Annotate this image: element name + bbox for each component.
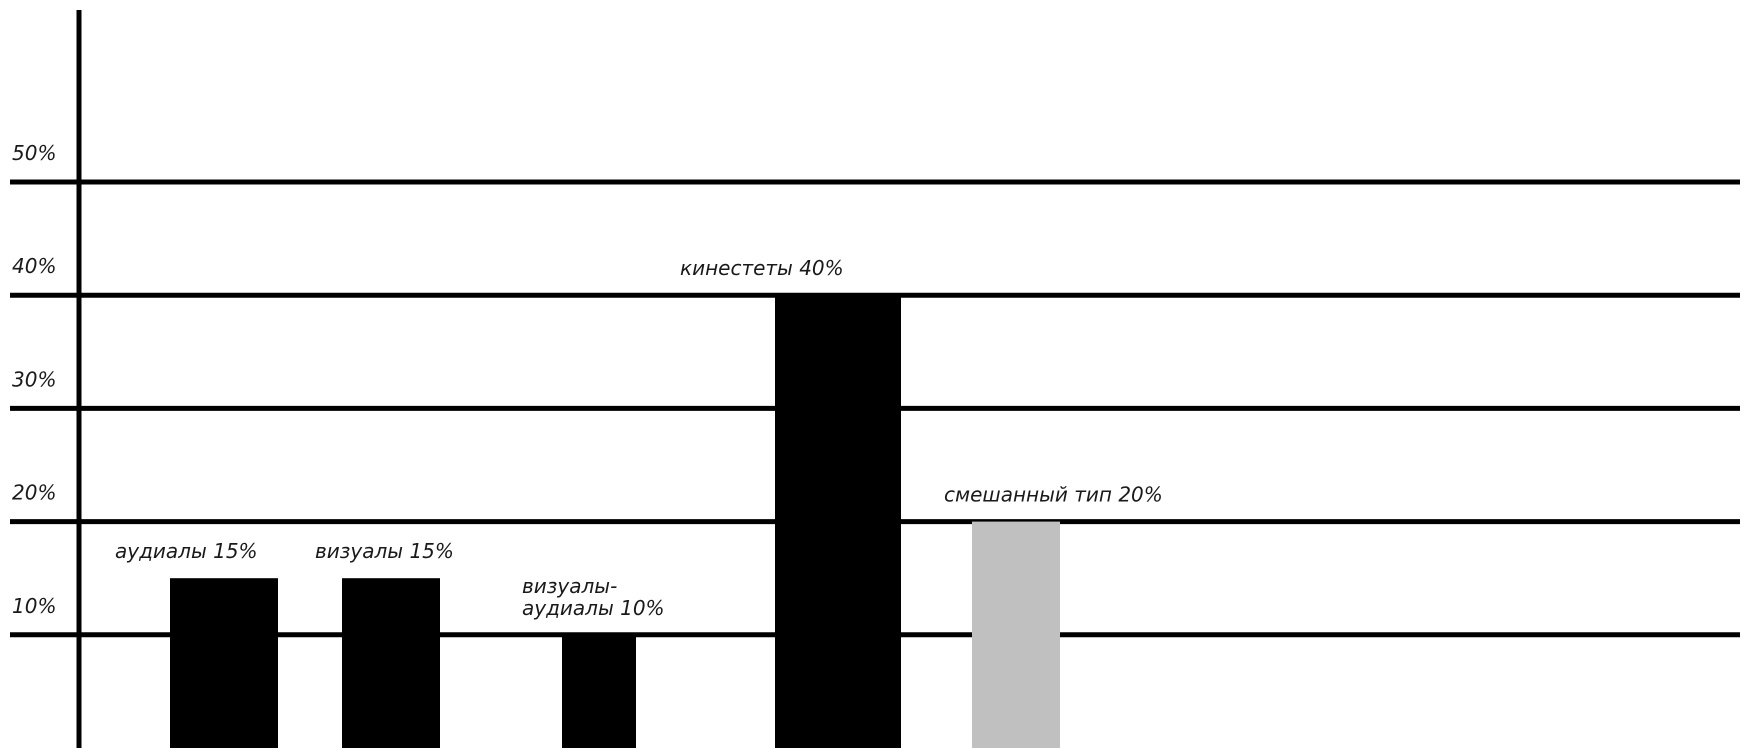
y-tick-label: 30% bbox=[12, 367, 56, 391]
bar-1 bbox=[170, 578, 278, 748]
bar-5 bbox=[972, 521, 1060, 748]
y-tick-label: 50% bbox=[12, 141, 56, 165]
bar-4 bbox=[775, 295, 901, 748]
bars bbox=[170, 295, 1060, 748]
data-label: аудиалы 10% bbox=[522, 596, 665, 620]
bar-labels: аудиалы 15% визуалы 15% визуалы-аудиалы 10… bbox=[115, 256, 1163, 620]
bar-2 bbox=[342, 578, 440, 748]
data-label: визуалы- bbox=[522, 574, 617, 598]
y-tick-label: 40% bbox=[12, 254, 56, 278]
y-tick-label: 10% bbox=[12, 594, 56, 618]
y-tick-label: 20% bbox=[12, 481, 56, 505]
data-label: смешанный тип 20% bbox=[944, 483, 1163, 507]
data-label: кинестеты 40% bbox=[680, 256, 844, 280]
data-label: визуалы 15% bbox=[315, 539, 454, 563]
bar-3 bbox=[562, 634, 636, 748]
y-tick-labels: 10% 20% 30% 40% 50% bbox=[12, 141, 56, 618]
data-label: аудиалы 15% bbox=[115, 539, 258, 563]
